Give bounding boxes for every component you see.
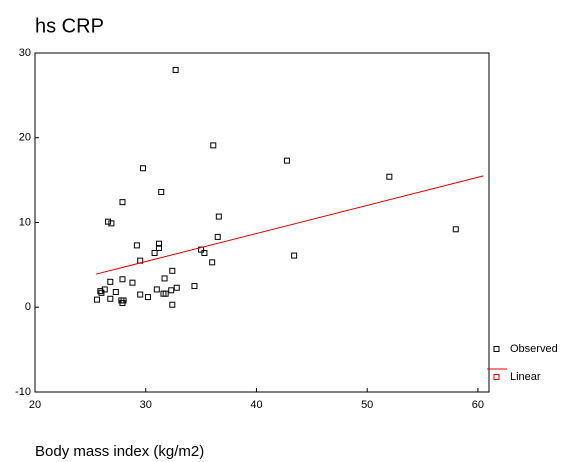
point [158,188,165,195]
point [129,279,136,286]
point [151,250,158,257]
x-axis-label: Body mass index (kg/m2) [35,443,204,460]
point [168,287,175,294]
point [172,66,179,73]
point [162,290,169,297]
point [291,252,298,259]
chart-title: hs CRP [35,15,104,37]
point [105,218,112,225]
point [112,288,119,295]
point [191,283,198,290]
x-tick-label: 60 [472,399,484,411]
legend-marker [493,374,500,380]
point [214,233,221,240]
point [101,286,108,293]
point [133,242,140,249]
point [139,165,146,172]
point [156,240,163,247]
point [169,301,176,308]
point [144,294,151,301]
point [119,300,126,307]
legend-marker [493,346,500,352]
y-tick-label: 20 [19,132,31,144]
y-tick-label: 30 [19,47,31,59]
legend-label: Linear [510,371,541,383]
y-tick-label: 0 [25,301,31,313]
point [386,173,393,180]
point [201,250,208,257]
x-tick-label: 40 [250,399,262,411]
point [215,213,222,220]
y-tick-label: -10 [15,386,31,398]
x-tick-label: 20 [29,399,41,411]
point [107,278,114,285]
point [161,275,168,282]
point [169,267,176,274]
point [108,220,115,227]
point [119,276,126,283]
plot-frame [34,52,490,393]
point [107,295,114,302]
point [156,244,163,251]
x-tick-label: 30 [140,399,152,411]
point [137,291,144,298]
x-tick-label: 50 [361,399,373,411]
point [209,259,216,266]
point [452,226,459,233]
point [283,157,290,164]
point [153,286,160,293]
point [97,288,104,295]
y-tick-label: 10 [19,216,31,228]
point [98,289,105,296]
point [94,296,101,303]
point [173,284,180,291]
point [210,142,217,149]
fit-line [95,175,484,275]
legend-label: Observed [510,343,558,355]
point [119,199,126,206]
